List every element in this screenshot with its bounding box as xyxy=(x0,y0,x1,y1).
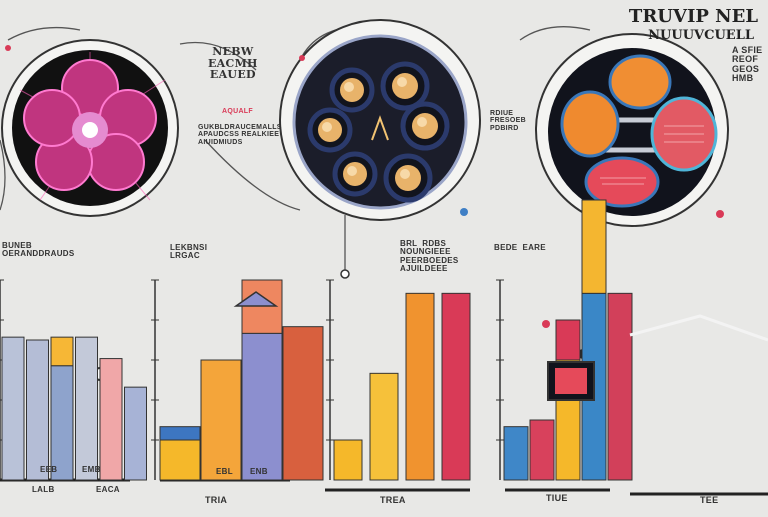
left-chart-legend-sub: LEKBNSI LRGAC xyxy=(170,243,208,261)
left-footer: TRIA xyxy=(205,495,228,505)
chart-1-bar-3-seg-0 xyxy=(282,326,324,481)
left-tick-2: EMB xyxy=(82,465,101,474)
chart-1-bar-0-seg-1 xyxy=(159,426,201,441)
right-panel-side-caption: A SFIE REOF GEOS HMB xyxy=(732,45,763,84)
chart-0-bar-4-seg-0 xyxy=(99,358,123,481)
left-tick-4: EACA xyxy=(96,485,120,494)
page-subtitle: NUUUVCUELL xyxy=(648,28,754,43)
chart-2-bar-2-seg-0 xyxy=(405,292,435,481)
chart-center-bars xyxy=(326,279,471,481)
chart-3-bar-2-seg-1 xyxy=(555,319,581,361)
chart-1-bar-0-seg-0 xyxy=(159,439,201,481)
right-panel-heading: BEDE EARE xyxy=(494,243,546,252)
chart-3-bar-3-seg-1 xyxy=(581,199,607,294)
fruit-illustration xyxy=(535,33,729,227)
trend-line xyxy=(629,314,768,342)
eggs-illustration xyxy=(279,19,481,221)
chart-0-bar-0-seg-0 xyxy=(1,336,25,481)
page-title: TRUVIP NEL xyxy=(628,6,758,27)
middle-panel-side-label: BRL RDBS NOUNGIEEE PEERBOEDES AJUILDEEE xyxy=(400,239,459,274)
chart-left-bars xyxy=(0,279,147,481)
left-panel-side-caption: GUKBLDRAUCEMALLS APAUDCSS REALKIEE AIUID… xyxy=(198,124,282,146)
chart-0-bar-5-seg-0 xyxy=(124,386,147,481)
chart-0-bar-2-seg-1 xyxy=(50,336,74,367)
chart-1-bar-2-seg-0 xyxy=(241,332,283,481)
chart-1-bar-1-seg-0 xyxy=(200,359,242,481)
left-chart-legend: BUNEB OERANDDRAUDS xyxy=(2,241,75,259)
chart-middle-bars xyxy=(151,279,324,481)
right-footer-2: TEE xyxy=(700,495,719,505)
chart-2-bar-0-seg-0 xyxy=(333,439,363,481)
left-tick-3: LALB xyxy=(32,485,55,494)
flower-illustration xyxy=(1,39,179,217)
right-footer: TIUE xyxy=(546,493,568,503)
chart-2-bar-1-seg-0 xyxy=(369,372,399,481)
arrow-marker xyxy=(233,291,279,307)
middle-footer: TREA xyxy=(380,495,406,505)
left-tick-1: EEB xyxy=(40,465,58,474)
monitor-icon xyxy=(547,361,595,401)
chart-0-bar-1-seg-0 xyxy=(26,339,49,481)
chart-2-bar-3-seg-0 xyxy=(441,292,471,481)
connector-lines xyxy=(0,26,591,270)
chart-3-bar-1-seg-0 xyxy=(529,419,555,481)
middle-tick-1: EBL xyxy=(216,467,233,476)
right-panel-side-label: RDIUE FRESOEB PDBIRD xyxy=(490,110,526,132)
chart-0-bar-2-seg-0 xyxy=(50,365,74,481)
middle-tick-2: ENB xyxy=(250,467,268,476)
chart-3-bar-0-seg-0 xyxy=(503,426,529,481)
chart-0-bar-3-seg-0 xyxy=(75,336,98,481)
chart-3-bar-4-seg-0 xyxy=(607,292,633,481)
chart-right-bars xyxy=(496,199,633,481)
left-panel-heading: NEBW EACMH EAUED xyxy=(208,45,258,82)
left-panel-side-label: AQUALF xyxy=(222,108,253,115)
